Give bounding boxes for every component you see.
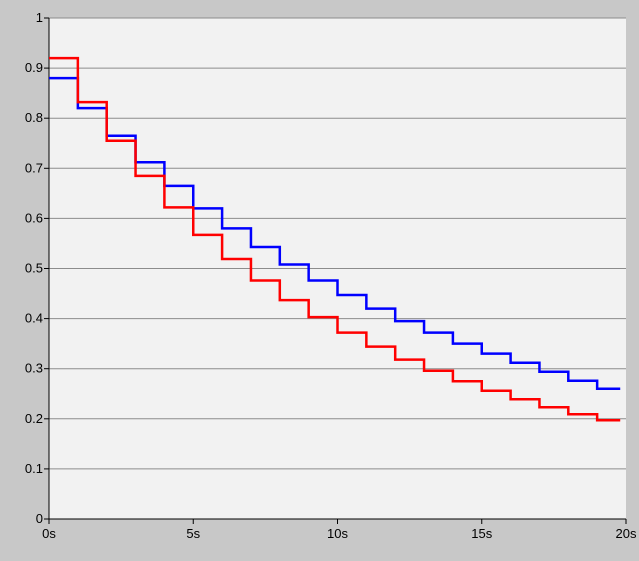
y-tick-label: 0.4 bbox=[25, 311, 43, 326]
series-line-1 bbox=[49, 76, 621, 390]
x-tick-label: 10s bbox=[327, 526, 348, 541]
y-tick-label: 0.5 bbox=[25, 261, 43, 276]
x-tick-label: 15s bbox=[471, 526, 492, 541]
x-tick-label: 5s bbox=[186, 526, 200, 541]
x-tick-label: 0s bbox=[42, 526, 56, 541]
series bbox=[49, 56, 621, 422]
x-tick-label: 20s bbox=[616, 526, 637, 541]
y-tick-label: 0.9 bbox=[25, 60, 43, 75]
y-tick-label: 0.2 bbox=[25, 411, 43, 426]
y-tick-label: 0.1 bbox=[25, 461, 43, 476]
series-line-2 bbox=[49, 56, 621, 422]
y-tick-label: 0 bbox=[36, 511, 43, 526]
y-tick-label: 0.3 bbox=[25, 361, 43, 376]
y-tick-label: 1 bbox=[36, 10, 43, 25]
y-tick-label: 0.8 bbox=[25, 110, 43, 125]
y-tick-label: 0.6 bbox=[25, 210, 43, 225]
y-tick-label: 0.7 bbox=[25, 160, 43, 175]
grid bbox=[49, 17, 626, 470]
